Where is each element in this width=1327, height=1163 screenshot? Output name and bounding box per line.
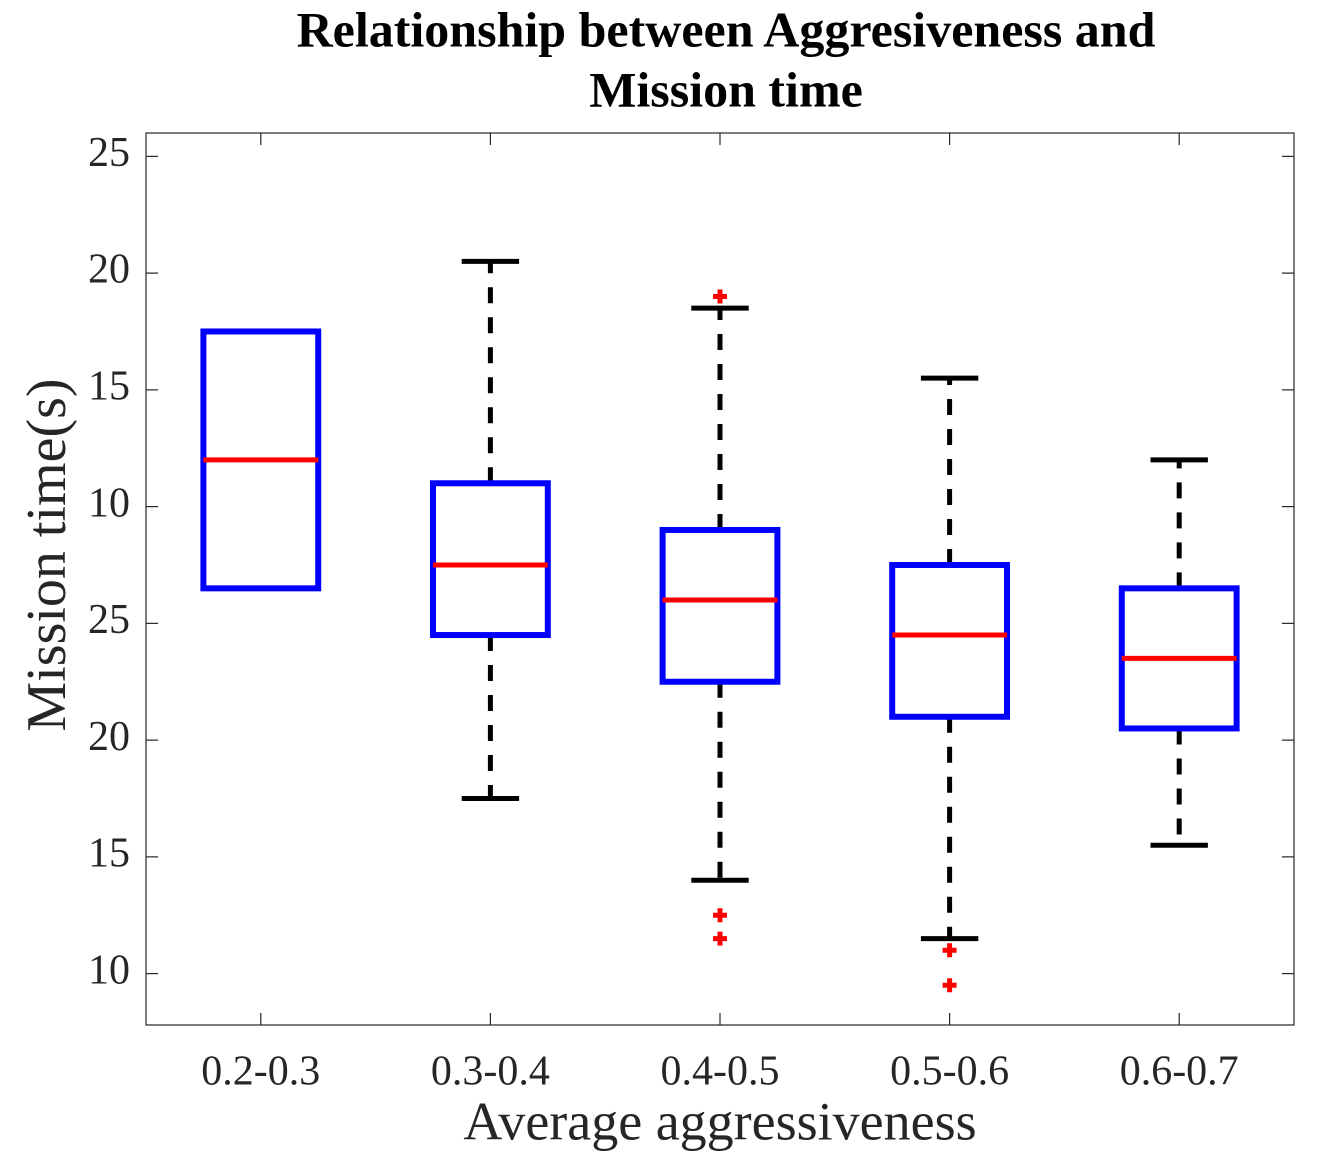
- outlier: [942, 978, 957, 993]
- y-tick-label: 25: [88, 597, 130, 643]
- chart-title: Mission time: [589, 61, 863, 117]
- outlier: [713, 908, 727, 923]
- y-tick-label: 10: [88, 947, 130, 993]
- x-axis-label: Average aggressiveness: [463, 1091, 976, 1151]
- x-tick-label: 0.5-0.6: [890, 1049, 1009, 1095]
- y-tick-label: 20: [88, 247, 130, 293]
- y-tick-label: 20: [88, 714, 130, 760]
- box: [430, 480, 551, 639]
- x-tick-label: 0.4-0.5: [661, 1049, 780, 1095]
- x-tick-label: 0.3-0.4: [431, 1049, 550, 1095]
- chart-title: Relationship between Aggresiveness and: [297, 1, 1156, 57]
- y-tick-label: 10: [88, 480, 130, 526]
- y-tick-label: 15: [88, 831, 130, 877]
- x-tick-label: 0.6-0.7: [1120, 1049, 1239, 1095]
- y-tick-label: 25: [88, 130, 130, 176]
- outlier: [713, 289, 727, 304]
- outlier: [942, 943, 957, 958]
- outlier: [713, 931, 727, 946]
- box: [659, 526, 781, 685]
- x-tick-label: 0.2-0.3: [201, 1049, 320, 1095]
- box: [889, 561, 1011, 720]
- y-axis-label: Mission time(s): [16, 378, 78, 731]
- y-tick-label: 15: [88, 363, 130, 409]
